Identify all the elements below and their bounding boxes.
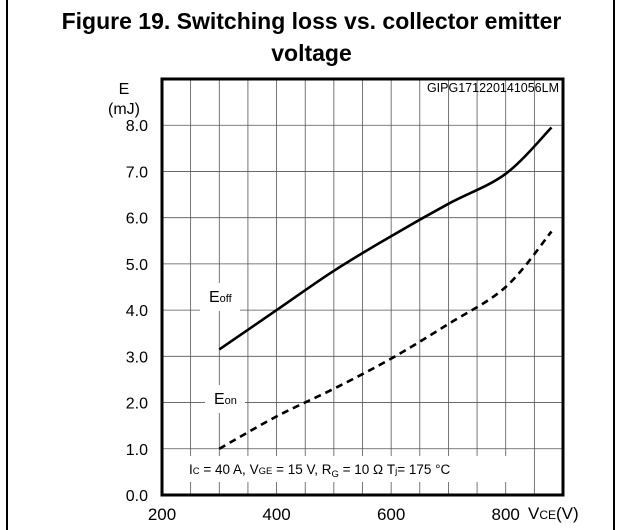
tick-labels: 200 400 600 800 0.0 1.0 2.0 3.0 4.0 5.0 6.0 7.0 8.0 (126, 118, 520, 524)
cond-ic: I (189, 462, 193, 477)
eoff-label-bg (200, 283, 240, 311)
y-tick-label: 7.0 (126, 164, 148, 181)
y-axis-label-e: E (119, 81, 130, 98)
cond-vge-val: = 15 V, (272, 462, 321, 477)
y-tick-label: 5.0 (126, 257, 148, 274)
series-lines (218, 126, 553, 450)
eoff-label-sub: off (220, 293, 233, 305)
eoff-label-main: E (209, 289, 220, 306)
code-label: GIPG171220141056LM (427, 81, 559, 95)
cond-vge-sub: GE (259, 466, 273, 477)
figure-title-line1: Figure 19. Switching loss vs. collector … (61, 8, 562, 34)
y-axis-label-unit: (mJ) (108, 101, 140, 118)
eon-label-bg (205, 385, 245, 413)
series-line-eoff (218, 126, 553, 351)
cond-ic-sub: C (193, 466, 200, 477)
y-tick-label: 0.0 (126, 488, 148, 505)
plot-frame (160, 77, 565, 497)
x-axis-label-sub: CE (539, 508, 556, 522)
cond-vge: V (250, 462, 259, 477)
x-tick-label: 200 (148, 505, 176, 524)
y-tick-label: 3.0 (126, 349, 148, 366)
x-tick-label: 400 (262, 505, 290, 524)
conditions-bg (181, 456, 507, 482)
y-tick-label: 1.0 (126, 442, 148, 459)
cond-rg-val: = 10 Ω (339, 462, 387, 477)
conditions-text: IC = 40 A, VGE = 15 V, RG = 10 Ω Tj= 175… (189, 462, 451, 480)
series-line-eon (218, 230, 553, 450)
x-tick-label: 600 (377, 505, 405, 524)
x-axis-label-main: V (528, 504, 540, 523)
y-tick-label: 6.0 (126, 211, 148, 228)
cond-tj-sub: j (394, 466, 397, 477)
eoff-label: Eoff (209, 289, 233, 306)
cond-rg-sub: G (331, 469, 338, 480)
y-tick-label: 8.0 (126, 118, 148, 135)
figure-frame (6, 0, 615, 530)
cond-ic-val: = 40 A, (200, 462, 250, 477)
figure-title-line2: voltage (271, 40, 352, 66)
eon-label: Eon (214, 391, 237, 408)
x-axis-label: VCE(V) (528, 504, 579, 523)
x-axis-label-unit: (V) (556, 504, 579, 523)
cond-rg: R (322, 462, 332, 477)
eon-label-main: E (214, 391, 225, 408)
cond-tj-val: = 175 °C (397, 462, 450, 477)
y-tick-label: 4.0 (126, 303, 148, 320)
x-tick-label: 800 (492, 505, 520, 524)
y-tick-label: 2.0 (126, 396, 148, 413)
cond-tj: T (387, 462, 395, 477)
eon-label-sub: on (225, 395, 237, 407)
